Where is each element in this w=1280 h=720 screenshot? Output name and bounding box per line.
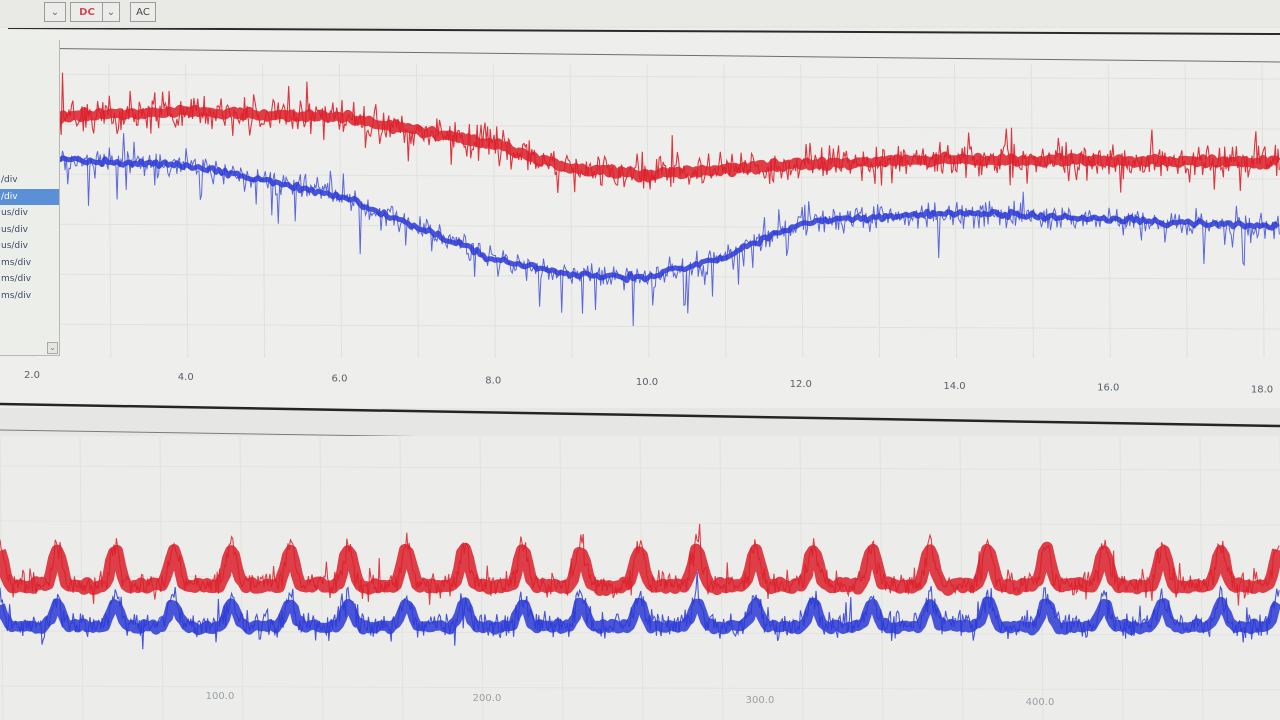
coupling-label: DC xyxy=(79,7,95,18)
divider-inner-line xyxy=(0,429,417,436)
grid-line-horizontal xyxy=(0,520,1280,526)
x-tick-label: 400.0 xyxy=(1026,697,1055,708)
grid-line-horizontal xyxy=(0,323,1280,330)
x-tick-label: 16.0 xyxy=(1097,383,1119,394)
grid-line-vertical xyxy=(492,63,496,359)
x-tick-label: 100.0 xyxy=(206,691,235,702)
grid-line-vertical xyxy=(646,63,650,359)
grid-line-vertical xyxy=(1261,63,1265,359)
x-tick-label: 2.0 xyxy=(24,370,40,381)
grid-line-vertical xyxy=(569,63,573,359)
timebase-item[interactable]: us/div xyxy=(1,241,28,251)
grid-line-horizontal xyxy=(0,465,1280,471)
scope-toolbar: DC AC xyxy=(0,0,1280,26)
timebase-item[interactable]: ms/div xyxy=(1,274,32,284)
top-waveform-plot: 2.0 4.0 6.0 8.0 10.0 12.0 14.0 16.0 18.0 xyxy=(0,28,1280,395)
x-tick-label: 8.0 xyxy=(485,375,501,386)
divider-line xyxy=(0,402,1280,428)
grid-line-horizontal xyxy=(0,685,1280,691)
trace-red-core xyxy=(0,541,1280,596)
x-tick-label: 10.0 xyxy=(636,377,658,388)
channel-dropdown[interactable] xyxy=(44,2,66,22)
grid-line-horizontal xyxy=(0,123,1280,130)
timebase-item[interactable] xyxy=(0,57,59,74)
timebase-item[interactable] xyxy=(0,139,59,156)
trace-blue-noise xyxy=(0,571,1280,650)
coupling-dropdown[interactable] xyxy=(102,2,120,22)
panel-top-inner-line xyxy=(7,47,1280,63)
coupling-select[interactable]: DC xyxy=(70,2,104,22)
x-tick-label: 300.0 xyxy=(746,695,775,706)
grid-line-vertical xyxy=(1184,63,1188,359)
grid-line-horizontal xyxy=(0,73,1280,80)
timebase-item[interactable]: ms/div xyxy=(1,257,32,268)
ac-label: AC xyxy=(136,7,150,18)
trace-red-core xyxy=(28,104,1280,183)
timebase-item[interactable] xyxy=(0,90,59,107)
x-tick-label: 18.0 xyxy=(1251,384,1273,395)
bottom-waveform-plot: 100.0 200.0 300.0 400.0 xyxy=(0,436,1280,720)
trace-blue-core xyxy=(28,153,1280,283)
panel-divider xyxy=(0,402,1280,436)
x-tick-label: 6.0 xyxy=(332,374,348,385)
grid-line-vertical xyxy=(415,63,419,359)
grid-line-vertical xyxy=(1199,436,1204,720)
timebase-item[interactable]: us/div xyxy=(1,208,28,218)
timebase-item[interactable] xyxy=(0,123,59,140)
timebase-item[interactable] xyxy=(0,156,59,173)
timebase-item[interactable] xyxy=(0,73,59,90)
ac-button[interactable]: AC xyxy=(130,2,156,22)
grid-line-vertical xyxy=(723,63,727,359)
x-tick-label: 4.0 xyxy=(178,372,194,383)
timebase-item[interactable]: us/div xyxy=(1,224,28,235)
timebase-scroll-down[interactable]: ⌄ xyxy=(47,342,58,354)
trace-blue-core xyxy=(0,596,1280,636)
timebase-item[interactable] xyxy=(0,106,59,123)
grid-line-vertical xyxy=(262,63,266,359)
x-tick-label: 200.0 xyxy=(473,693,502,704)
panel-top-border xyxy=(7,28,1280,35)
grid-line-vertical xyxy=(79,436,84,720)
waveform-panel-top: 2.0 4.0 6.0 8.0 10.0 12.0 14.0 16.0 18.0 /div/di… xyxy=(0,28,1280,408)
grid-line-horizontal xyxy=(0,223,1280,230)
timebase-item[interactable] xyxy=(0,40,59,57)
timebase-item[interactable]: ms/div xyxy=(1,290,32,301)
waveform-panel-bottom: 100.0 200.0 300.0 400.0 xyxy=(0,436,1280,720)
x-tick-label: 12.0 xyxy=(790,379,812,390)
x-tick-label: 14.0 xyxy=(943,381,965,392)
timebase-item[interactable]: /div xyxy=(1,175,18,185)
timebase-item[interactable]: /div xyxy=(0,188,59,205)
timebase-list[interactable]: /div/div us/div us/div us/div ms/div ms/div ms… xyxy=(0,40,60,356)
